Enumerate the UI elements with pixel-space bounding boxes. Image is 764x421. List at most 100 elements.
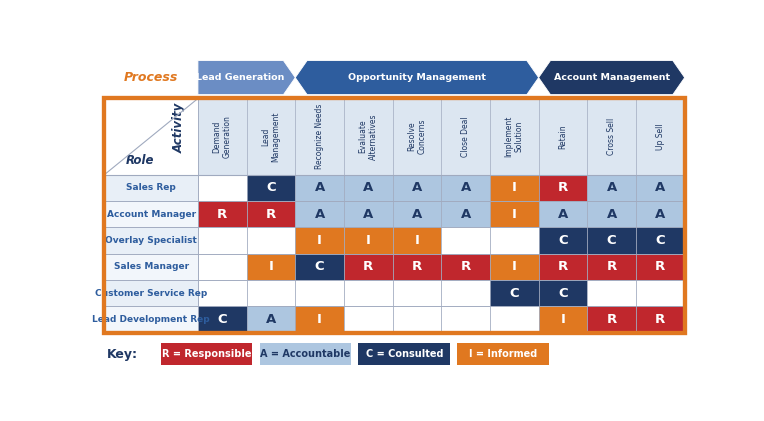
Text: C: C [607, 234, 617, 247]
Bar [198, 306, 247, 333]
Text: Overlay Specialist: Overlay Specialist [105, 236, 197, 245]
Bar [539, 201, 588, 227]
Text: C: C [266, 181, 276, 195]
Text: A: A [363, 208, 374, 221]
Text: A: A [607, 208, 617, 221]
Text: Close Deal: Close Deal [461, 116, 470, 157]
Bar [442, 306, 490, 333]
Text: Activity: Activity [173, 102, 186, 152]
Text: C: C [510, 287, 519, 300]
Text: R: R [363, 260, 374, 273]
Bar [198, 227, 247, 253]
Bar [393, 306, 442, 333]
Bar [539, 227, 588, 253]
Text: R: R [607, 313, 617, 326]
Text: A: A [363, 181, 374, 195]
Text: I: I [317, 313, 322, 326]
Text: R: R [412, 260, 422, 273]
Bar [358, 344, 450, 365]
Bar [105, 99, 685, 175]
Bar [539, 306, 588, 333]
Text: A: A [461, 208, 471, 221]
Bar [260, 344, 351, 365]
Text: A: A [412, 181, 422, 195]
Bar [588, 201, 636, 227]
Bar [247, 227, 295, 253]
Text: A: A [266, 313, 276, 326]
Text: R: R [217, 208, 228, 221]
Bar [247, 280, 295, 306]
Bar [247, 306, 295, 333]
Text: Up Sell: Up Sell [656, 123, 665, 150]
Bar [490, 253, 539, 280]
Bar [588, 306, 636, 333]
Bar [636, 280, 685, 306]
Text: A: A [461, 181, 471, 195]
Text: Retain: Retain [558, 124, 568, 149]
Text: C: C [315, 260, 325, 273]
Text: I: I [561, 313, 565, 326]
Bar [490, 306, 539, 333]
Text: I: I [512, 181, 516, 195]
Bar [588, 175, 636, 201]
Bar [295, 227, 344, 253]
Bar [393, 175, 442, 201]
Text: Opportunity Management: Opportunity Management [348, 73, 486, 82]
Bar [442, 201, 490, 227]
Text: I: I [512, 208, 516, 221]
Bar [344, 227, 393, 253]
Text: I: I [415, 234, 419, 247]
Bar [458, 344, 549, 365]
Text: I: I [317, 234, 322, 247]
Bar [105, 227, 198, 253]
Text: A: A [558, 208, 568, 221]
Text: Process: Process [124, 71, 178, 84]
Text: I: I [268, 260, 274, 273]
Bar [105, 280, 198, 306]
Text: R: R [461, 260, 471, 273]
Polygon shape [198, 61, 295, 95]
Bar [442, 227, 490, 253]
Bar [490, 227, 539, 253]
Bar [636, 306, 685, 333]
Text: Demand
Generation: Demand Generation [212, 115, 232, 158]
Text: Evaluate
Alternatives: Evaluate Alternatives [358, 113, 378, 160]
Text: A = Accountable: A = Accountable [261, 349, 351, 360]
Text: Sales Manager: Sales Manager [114, 262, 189, 271]
Bar [539, 253, 588, 280]
Text: R: R [558, 260, 568, 273]
Text: A: A [656, 181, 665, 195]
Text: I: I [366, 234, 371, 247]
Bar [247, 201, 295, 227]
Bar [198, 201, 247, 227]
Bar [295, 201, 344, 227]
Bar [105, 99, 198, 175]
Text: R: R [656, 313, 665, 326]
Bar [160, 344, 252, 365]
Text: Role: Role [126, 155, 154, 168]
Bar [490, 175, 539, 201]
Text: R: R [558, 181, 568, 195]
Polygon shape [539, 61, 685, 95]
Text: Cross Sell: Cross Sell [607, 118, 616, 155]
Text: Key:: Key: [107, 348, 138, 361]
Text: R: R [266, 208, 276, 221]
Text: C: C [558, 234, 568, 247]
Bar [442, 175, 490, 201]
Bar [539, 175, 588, 201]
Bar [442, 280, 490, 306]
Text: Implement
Solution: Implement Solution [504, 116, 524, 157]
Text: A: A [656, 208, 665, 221]
Text: I: I [512, 260, 516, 273]
Bar [636, 175, 685, 201]
Text: R = Responsible: R = Responsible [162, 349, 251, 360]
Bar [344, 306, 393, 333]
Text: C: C [656, 234, 665, 247]
Bar [105, 175, 198, 201]
Bar [393, 253, 442, 280]
Bar [636, 253, 685, 280]
Bar [198, 253, 247, 280]
Text: Account Manager: Account Manager [107, 210, 196, 218]
Text: Sales Rep: Sales Rep [126, 183, 176, 192]
Bar [105, 306, 198, 333]
